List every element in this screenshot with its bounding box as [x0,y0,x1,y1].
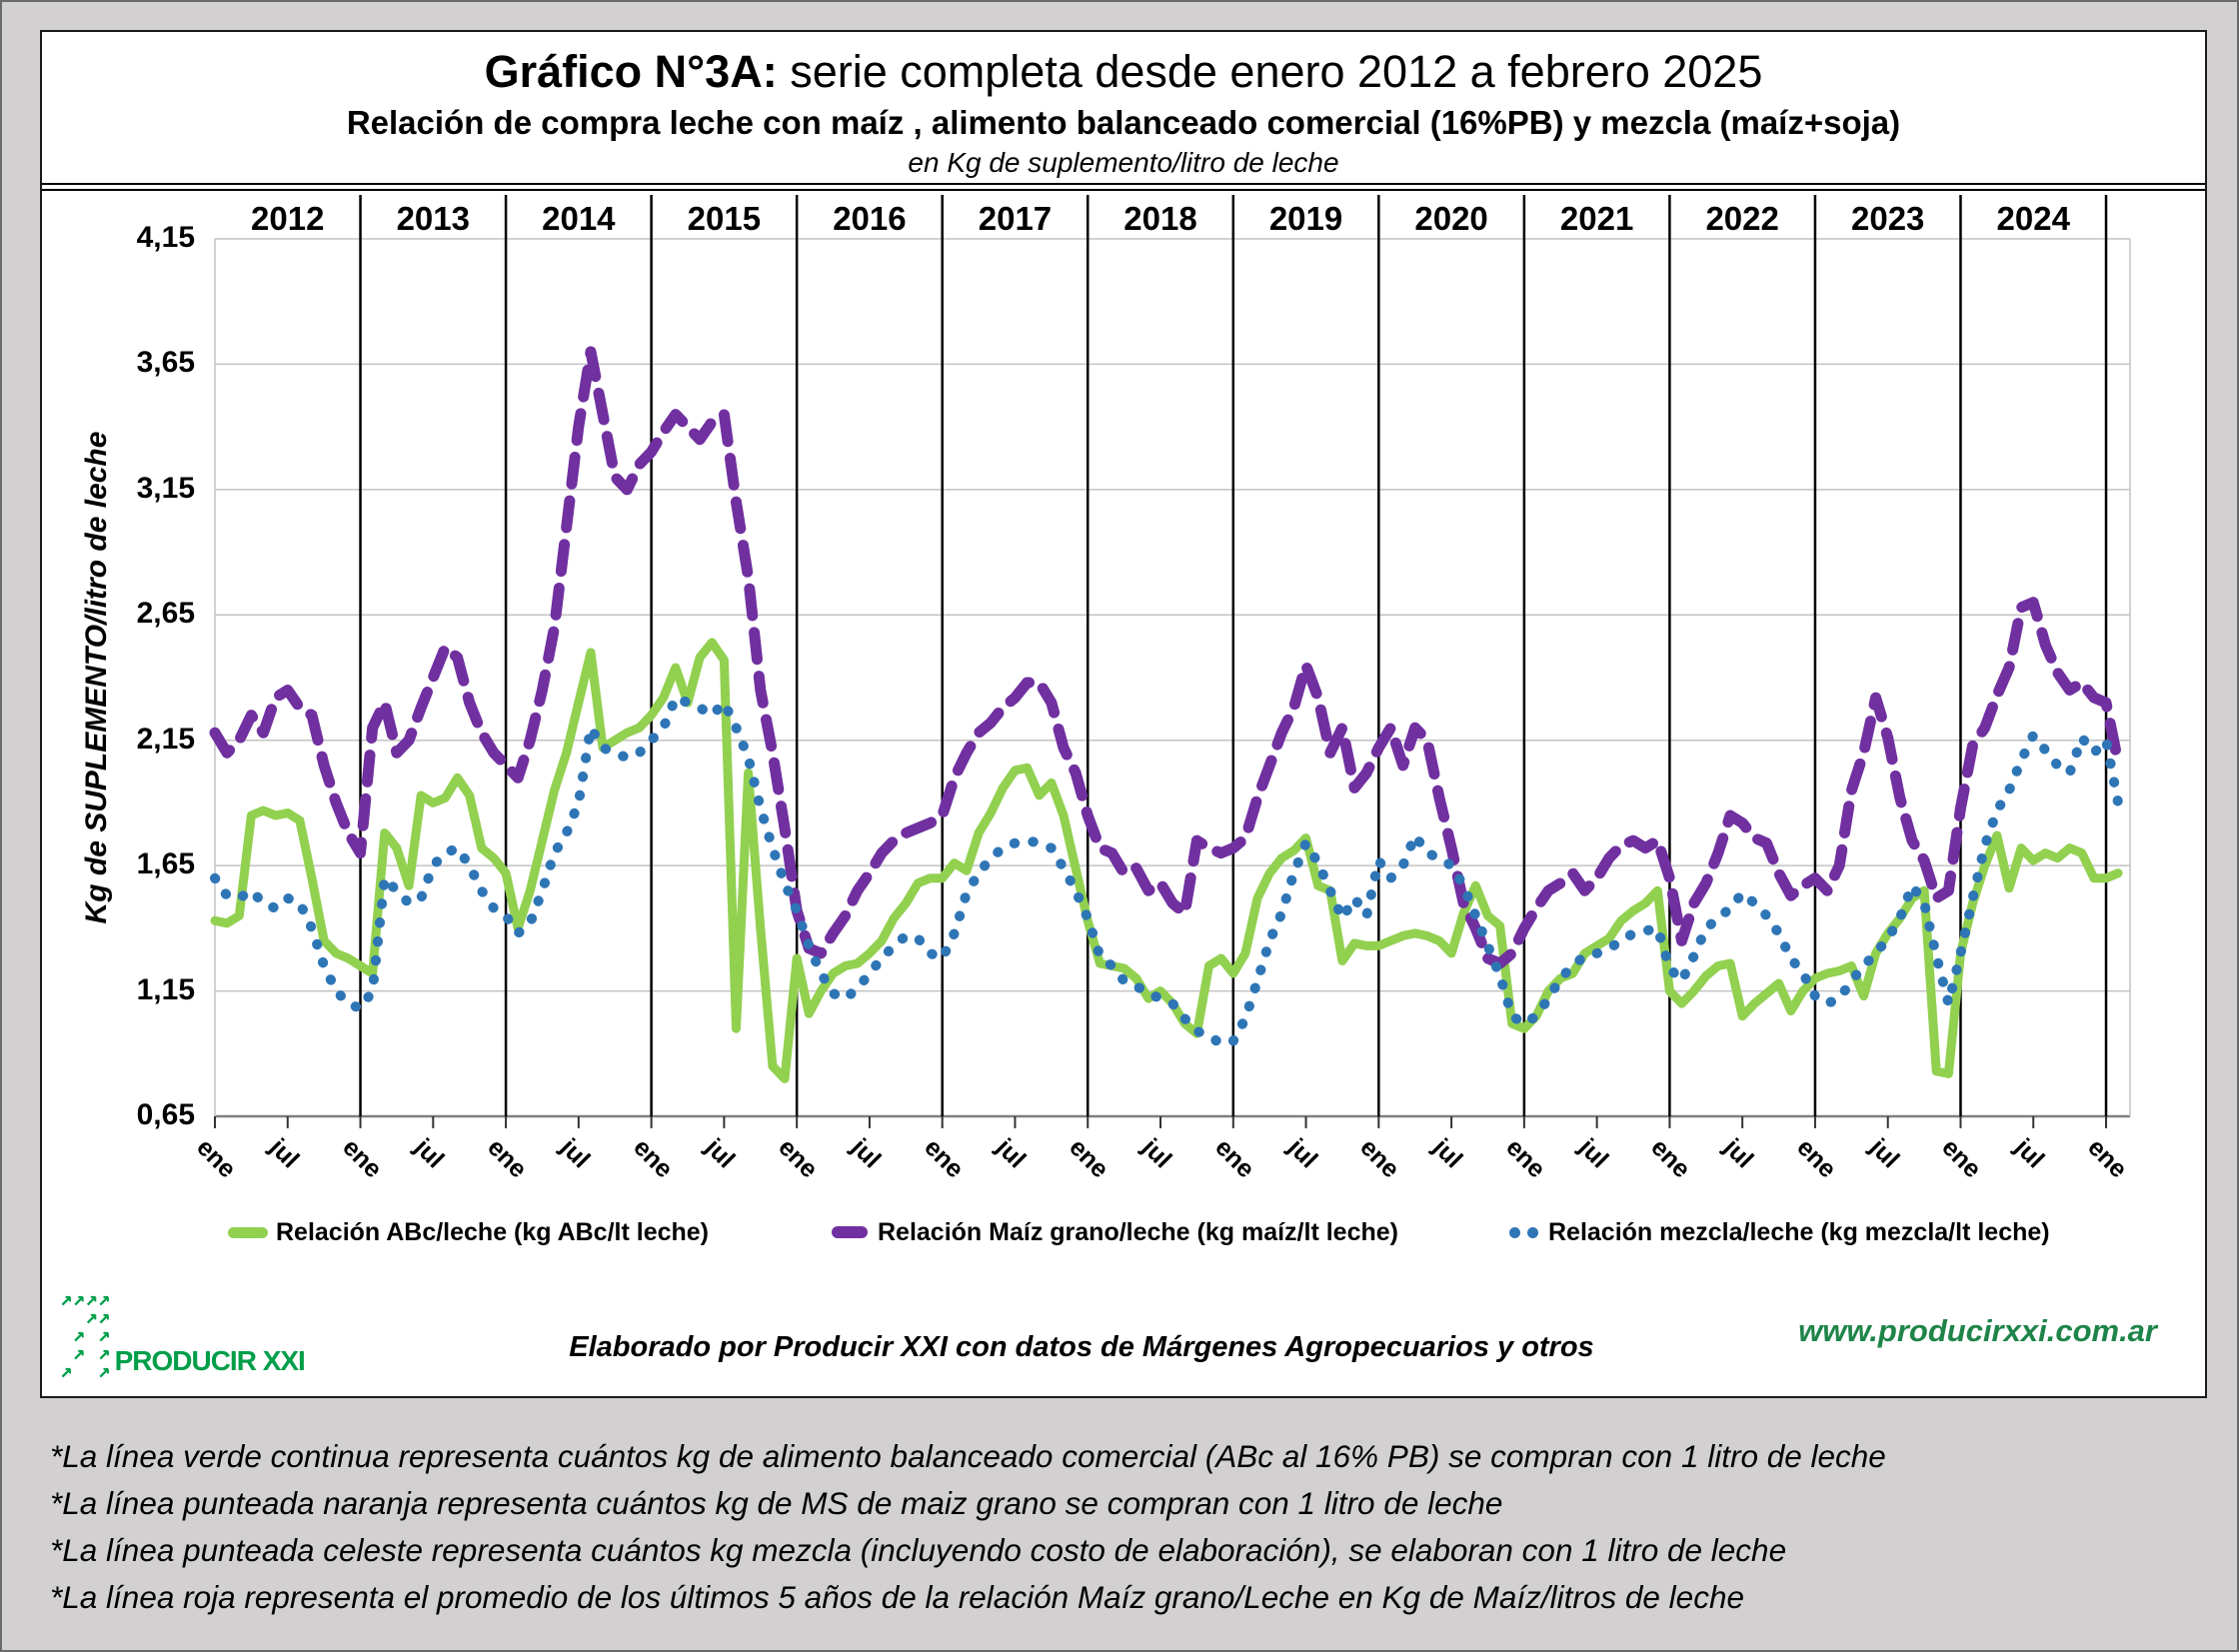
legend-marker-dash-purple [832,1226,868,1238]
year-label: 2022 [1705,200,1779,237]
series-abc-line [210,638,2123,1083]
title-divider-top [42,183,2205,185]
legend-label-maiz: Relación Maíz grano/leche (kg maíz/lt le… [878,1217,1398,1246]
note-line: *La línea roja representa el promedio de… [50,1579,1744,1615]
y-tick-label: 1,65 [136,847,195,881]
legend-item-maiz: Relación Maíz grano/leche (kg maíz/lt le… [832,1217,1398,1247]
legend-label-abc: Relación ABc/leche (kg ABc/lt leche) [276,1217,709,1246]
chart-panel [40,30,2207,1398]
producir-xxi-logo: ↗↗↗↗ ↗↗ ↗ ↗ ↗ ↗ ↗ ↗ PRODUCIR XXI [60,1286,306,1382]
year-label: 2016 [833,200,907,237]
year-label: 2014 [542,200,616,237]
legend-item-abc: Relación ABc/leche (kg ABc/lt leche) [228,1217,709,1247]
year-label: 2020 [1414,200,1488,237]
logo-arrows-icon: ↗↗↗↗ ↗↗ ↗ ↗ ↗ ↗ ↗ ↗ [60,1286,111,1382]
footer-credit: Elaborado por Producir XXI con datos de … [569,1331,1594,1363]
y-tick-label: 2,15 [136,722,195,756]
series-maiz-line [209,346,2124,969]
y-tick-label: 0,65 [136,1098,195,1131]
year-label: 2023 [1850,200,1925,237]
title-block: Gráfico N°3A: serie completa desde enero… [42,32,2205,184]
year-label: 2017 [978,200,1053,237]
unit-line: en Kg de suplemento/litro de leche [908,147,1339,178]
notes-block: *La línea verde continua representa cuán… [50,1433,1886,1621]
series-mezcla-line [210,693,2124,1049]
y-tick-label: 1,15 [136,972,195,1006]
page-subtitle: Relación de compra leche con maíz , alim… [346,104,1901,141]
year-label: 2013 [396,200,470,237]
legend-item-mezcla: Relación mezcla/leche (kg mezcla/lt lech… [1509,1217,2050,1247]
note-line: *La línea punteada naranja representa cu… [50,1485,1503,1521]
y-tick-label: 3,65 [136,346,195,380]
logo-text: PRODUCIR XXI [114,1345,306,1376]
title-divider-bottom [42,189,2205,191]
legend-dot-icon [1509,1226,1520,1238]
y-tick-label: 3,15 [136,471,195,505]
year-label: 2015 [687,200,762,237]
legend-marker-dots-blue [1509,1226,1538,1238]
year-label: 2021 [1559,200,1634,237]
legend-dot-icon [1527,1226,1538,1238]
legend-marker-solid-green [228,1226,268,1238]
legend-label-mezcla: Relación mezcla/leche (kg mezcla/lt lech… [1548,1217,2050,1246]
page-title-rest: serie completa desde enero 2012 a febrer… [777,46,1763,97]
y-tick-label: 4,15 [136,221,195,254]
note-line: *La línea punteada celeste representa cu… [50,1532,1787,1568]
year-label: 2019 [1268,200,1343,237]
y-tick-label: 2,65 [136,597,195,631]
page-title-prefix: Gráfico N°3A: [484,46,778,97]
year-label: 2018 [1123,200,1197,237]
year-label: 2012 [251,200,325,237]
page-title: Gráfico N°3A: serie completa desde enero… [42,46,2205,98]
footer-url-link[interactable]: www.producirxxi.com.ar [1798,1313,2157,1348]
plot-area [209,195,2131,1128]
note-line: *La línea verde continua representa cuán… [50,1438,1886,1474]
year-label: 2024 [1996,200,2070,237]
